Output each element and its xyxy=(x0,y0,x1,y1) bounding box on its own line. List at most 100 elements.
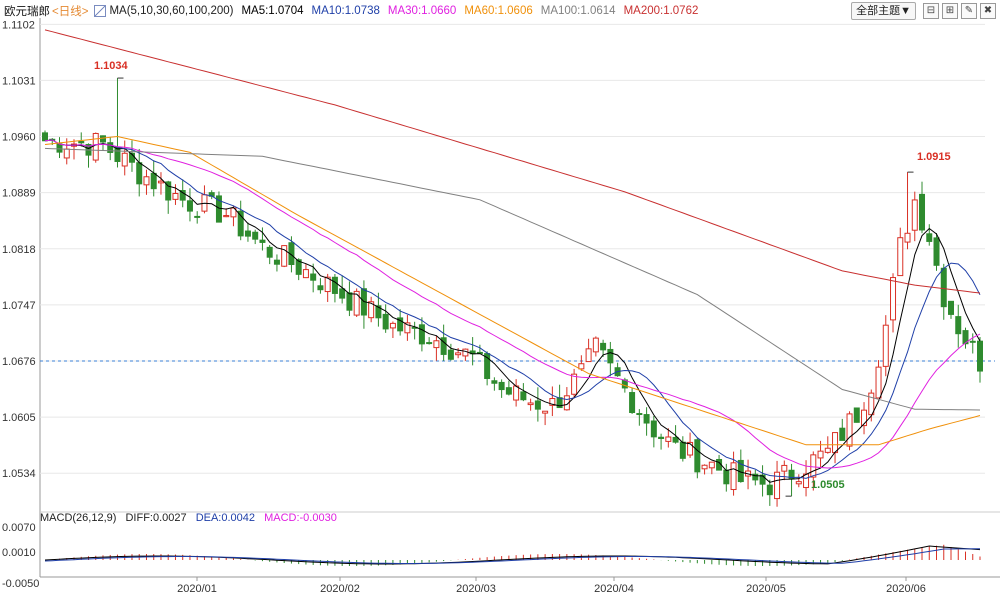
candle-body xyxy=(607,348,614,364)
macd-value: MACD:-0.0030 xyxy=(264,512,337,524)
macd-tick-label: 0.0010 xyxy=(2,547,36,559)
candle-body xyxy=(346,292,353,311)
candle-body xyxy=(302,269,309,279)
candle-body xyxy=(324,276,331,293)
candle-body xyxy=(165,181,172,201)
candle-body xyxy=(600,342,607,351)
candle-body xyxy=(723,469,730,485)
candle-body xyxy=(266,246,273,258)
candle-body xyxy=(846,413,853,447)
macd-tick-label: 0.0070 xyxy=(2,522,36,534)
candle-body xyxy=(592,337,599,353)
ma30-line xyxy=(44,139,981,469)
x-tick-label: 2020/05 xyxy=(746,583,786,595)
candle-body xyxy=(484,353,491,379)
ma200-value: MA200:1.0762 xyxy=(623,5,699,17)
candle-body xyxy=(273,259,280,265)
close-icon[interactable]: ✖ xyxy=(980,3,996,19)
candle-body xyxy=(962,330,969,345)
x-tick-label: 2020/02 xyxy=(320,583,360,595)
macd-header: MACD(26,12,9) DIFF:0.0027 DEA:0.0042 MAC… xyxy=(40,512,343,524)
candle-body xyxy=(143,176,150,186)
edit-icon[interactable]: ✎ xyxy=(961,3,977,19)
candle-body xyxy=(940,267,947,308)
candle-body xyxy=(259,239,266,243)
ma30-value: MA30:1.0660 xyxy=(387,5,457,17)
candle-body xyxy=(513,385,520,401)
candle-body xyxy=(868,392,875,416)
candle-body xyxy=(658,436,665,439)
y-tick-label: 1.0818 xyxy=(2,244,36,256)
candle-body xyxy=(244,230,251,237)
candle-body xyxy=(636,413,643,416)
candles xyxy=(42,78,983,507)
candle-body xyxy=(708,461,715,469)
ma60-value: MA60:1.0606 xyxy=(464,5,533,17)
candle-body xyxy=(795,481,802,485)
candle-body xyxy=(491,380,498,384)
candle-body xyxy=(136,162,143,185)
candle-body xyxy=(701,464,708,470)
ma60-line xyxy=(44,135,981,446)
candle-body xyxy=(629,392,636,413)
macd-diff-line xyxy=(44,545,981,565)
candle-body xyxy=(295,259,302,275)
candle-body xyxy=(672,436,679,443)
candle-body xyxy=(447,349,454,360)
candle-body xyxy=(186,200,193,212)
candle-body xyxy=(92,132,99,161)
candle-body xyxy=(803,473,810,489)
candle-body xyxy=(433,340,440,349)
collapse-icon[interactable]: ⊟ xyxy=(923,3,939,19)
candle-body xyxy=(774,471,781,500)
ma10-line xyxy=(44,139,981,479)
candle-body xyxy=(215,195,222,223)
candle-body xyxy=(179,190,186,201)
expand-icon[interactable]: ⊞ xyxy=(942,3,958,19)
candle-body xyxy=(121,152,128,167)
candle-body xyxy=(534,400,541,410)
ma10-value: MA10:1.0738 xyxy=(311,5,380,17)
ma100-line xyxy=(44,147,981,411)
candle-body xyxy=(766,484,773,496)
candle-body xyxy=(150,172,157,190)
period-label[interactable]: <日线> xyxy=(52,6,89,18)
candle-body xyxy=(63,148,70,159)
candle-body xyxy=(78,140,85,144)
candle-body xyxy=(389,322,396,329)
candle-body xyxy=(585,348,592,363)
high-label-1: 1.1034 xyxy=(94,60,128,72)
theme-dropdown[interactable]: 全部主题▼ xyxy=(851,2,916,20)
candle-body xyxy=(650,420,657,438)
candle-body xyxy=(281,245,288,267)
candle-body xyxy=(861,409,868,427)
candle-body xyxy=(911,199,918,231)
candle-body xyxy=(897,237,904,277)
candle-body xyxy=(643,414,650,424)
chart-header: 欧元瑞郎 <日线> MA(5,10,30,60,100,200) MA5:1.0… xyxy=(4,3,706,19)
candle-body xyxy=(375,305,382,319)
candle-body xyxy=(418,324,425,345)
x-tick-label: 2020/01 xyxy=(177,583,217,595)
y-tick-label: 1.0534 xyxy=(2,468,36,480)
y-tick-label: 1.0960 xyxy=(2,132,36,144)
candle-body xyxy=(882,324,889,367)
candle-body xyxy=(542,410,549,414)
ma-indicator-icon[interactable] xyxy=(94,5,107,17)
ma5-value: MA5:1.0704 xyxy=(241,5,304,17)
candle-body xyxy=(926,233,933,242)
candle-body xyxy=(781,464,788,472)
y-tick-label: 1.0889 xyxy=(2,188,36,200)
candle-body xyxy=(520,391,527,401)
candle-body xyxy=(223,215,230,218)
ma100-value: MA100:1.0614 xyxy=(540,5,616,17)
candle-body xyxy=(679,441,686,459)
candle-body xyxy=(107,142,114,153)
candle-body xyxy=(933,237,940,266)
ma5-line xyxy=(44,139,981,483)
y-tick-label: 1.0676 xyxy=(2,356,36,368)
candle-body xyxy=(56,143,63,153)
candle-body xyxy=(172,192,179,200)
candle-body xyxy=(317,285,324,291)
